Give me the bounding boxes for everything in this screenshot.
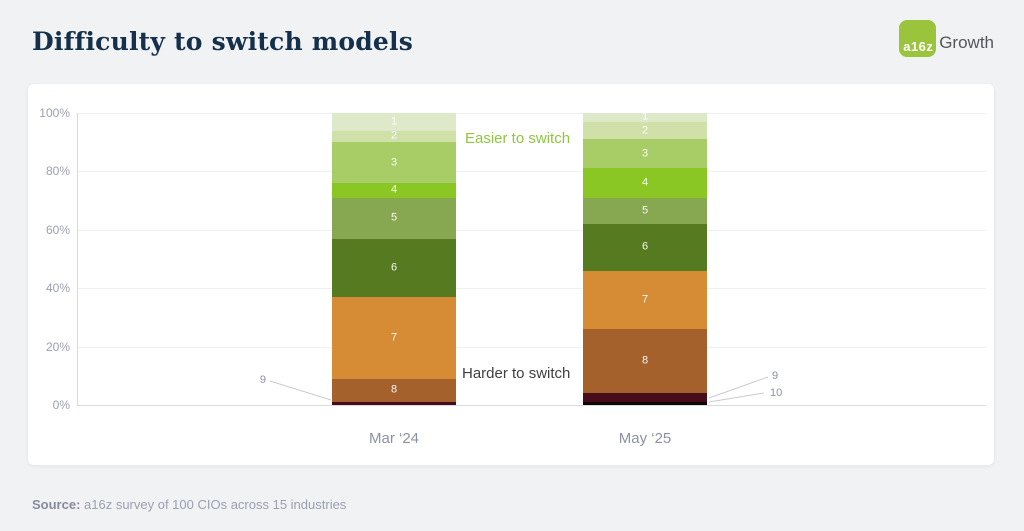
gridline (77, 288, 986, 290)
a16z-growth-logo: a16z Growth (899, 20, 994, 57)
bar-segment-rating-9 (332, 402, 456, 405)
segment-value-label: 8 (390, 383, 398, 396)
may-rating10-annotation: 10 (770, 387, 783, 399)
gridline (77, 346, 986, 348)
y-axis-tick-label: 80% (45, 164, 70, 179)
segment-value-label: 5 (641, 204, 649, 217)
chart-card: 100% 80% 60% 40% 20% 0% 1 2 3 4 5 6 7 8 Mar ‘24 1 2 3 4 5 6 7… (28, 84, 994, 465)
bar-segment-rating-7: 7 (583, 270, 707, 330)
source-label: Source: (32, 497, 81, 512)
segment-value-label: 6 (641, 240, 649, 253)
y-axis-tick-label: 60% (45, 222, 70, 237)
bar-segment-rating-2: 2 (583, 121, 707, 140)
gridline (77, 171, 986, 173)
y-axis-tick-label: 0% (52, 398, 70, 412)
bar-segment-rating-2: 2 (332, 129, 456, 143)
bar-segment-rating-8: 8 (583, 329, 707, 394)
gridline (77, 113, 986, 114)
segment-value-label: 5 (390, 211, 398, 224)
bar-segment-rating-6: 6 (332, 238, 456, 297)
segment-value-label: 4 (641, 176, 649, 189)
bar-segment-rating-10 (583, 402, 707, 405)
a16z-logo-text: a16z (903, 39, 934, 54)
gridline (77, 405, 986, 406)
bar-segment-rating-8: 8 (332, 378, 456, 403)
segment-value-label: 7 (641, 293, 649, 306)
bar-segment-rating-5: 5 (332, 197, 456, 239)
y-axis-line (77, 113, 78, 405)
bar-segment-rating-1: 1 (583, 110, 707, 123)
may-rating9-annotation: 9 (772, 370, 779, 382)
bar-segment-rating-7: 7 (332, 296, 456, 379)
bar-segment-rating-9 (583, 393, 707, 402)
segment-value-label: 4 (390, 183, 398, 196)
source-note: Source: a16z survey of 100 CIOs across 1… (32, 497, 346, 512)
page-title: Difficulty to switch models (32, 27, 414, 56)
x-axis-category-label: Mar ‘24 (368, 430, 420, 447)
easier-to-switch-label: Easier to switch (465, 130, 571, 147)
segment-value-label: 3 (390, 156, 398, 169)
harder-to-switch-label: Harder to switch (462, 365, 571, 382)
segment-value-label: 1 (641, 110, 649, 123)
segment-value-label: 2 (390, 129, 398, 142)
y-axis-tick-label: 20% (45, 339, 70, 354)
bar-segment-rating-1: 1 (332, 113, 456, 131)
segment-value-label: 8 (641, 354, 649, 367)
segment-value-label: 3 (641, 147, 649, 160)
bar-segment-rating-4: 4 (332, 183, 456, 198)
bar-segment-rating-5: 5 (583, 197, 707, 224)
bar-segment-rating-4: 4 (583, 168, 707, 198)
source-text: a16z survey of 100 CIOs across 15 indust… (80, 497, 347, 512)
y-axis-tick-label: 100% (39, 106, 70, 120)
y-axis-tick-label: 40% (45, 281, 70, 296)
bar-segment-rating-3: 3 (583, 139, 707, 169)
segment-value-label: 6 (390, 261, 398, 274)
segment-value-label: 1 (390, 115, 398, 128)
segment-value-label: 7 (390, 331, 398, 344)
logo-brand-text: Growth (939, 33, 994, 52)
a16z-logo-icon: a16z (899, 20, 937, 57)
segment-value-label: 2 (641, 124, 649, 136)
bar-segment-rating-3: 3 (332, 142, 456, 184)
gridline (77, 229, 986, 231)
x-axis-category-label: May ‘25 (618, 430, 672, 447)
mar-rating9-annotation: 9 (259, 374, 266, 386)
bar-segment-rating-6: 6 (583, 223, 707, 271)
